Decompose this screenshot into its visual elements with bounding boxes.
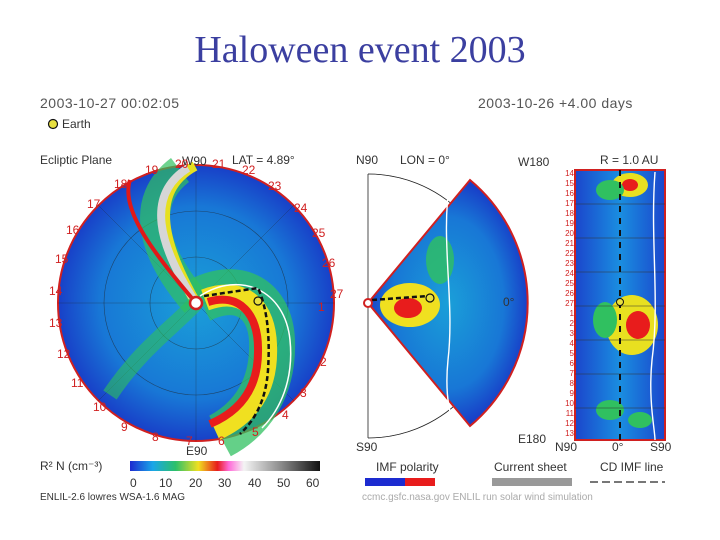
carrington-number: 8	[152, 430, 159, 444]
strip-tick-label: 16	[565, 189, 574, 198]
n90-label: N90	[356, 153, 379, 167]
strip-tick-label: 6	[569, 359, 574, 368]
carrington-number: 5	[252, 425, 259, 439]
carrington-number: 19	[145, 163, 159, 177]
colorbar-tick: 10	[159, 476, 173, 490]
ecliptic-title: Ecliptic Plane	[40, 153, 113, 167]
colorbar-tick: 20	[189, 476, 203, 490]
carrington-number: 20	[175, 157, 189, 171]
colorbar-tick: 0	[130, 476, 137, 490]
strip-tick-column: 14 15 16 17 18 19 20 21 22 23 24 25 26 27 1 2 3 4 5 6 7 8 9 10 1…	[560, 170, 574, 440]
colorbar-label: R² N (cm⁻³)	[40, 459, 103, 473]
carrington-number: 25	[312, 226, 326, 240]
strip-tick-label: 21	[565, 239, 574, 248]
strip-tick-label: 11	[565, 409, 574, 418]
carrington-number: 26	[322, 256, 336, 270]
right-timestamp: 2003-10-26 +4.00 days	[478, 95, 633, 111]
carrington-number: 21	[212, 157, 226, 171]
strip-tick-label: 1	[569, 309, 574, 318]
colorbar-tick: 40	[248, 476, 262, 490]
e180-label: E180	[518, 432, 547, 446]
strip-tick-label: 2	[569, 319, 574, 328]
strip-tick-label: 9	[569, 389, 574, 398]
colorbar-tick: 60	[306, 476, 320, 490]
cd-imf-line-label: CD IMF line	[600, 460, 664, 474]
ecliptic-plot	[57, 158, 335, 457]
left-timestamp: 2003-10-27 00:02:05	[40, 95, 180, 111]
strip-tick-label: 14	[565, 169, 574, 178]
strip-tick-label: 10	[565, 399, 574, 408]
w180-label: W180	[518, 155, 550, 169]
model-footnote: ENLIL-2.6 lowres WSA-1.6 MAG	[40, 492, 186, 503]
strip-tick-label: 26	[565, 289, 574, 298]
carrington-number: 3	[300, 386, 307, 400]
carrington-number: 6	[218, 434, 225, 448]
colorbar-tick: 50	[277, 476, 291, 490]
carrington-number: 18	[114, 177, 128, 191]
carrington-number: 14	[49, 284, 63, 298]
carrington-number: 24	[294, 201, 308, 215]
strip-tick-label: 15	[565, 179, 574, 188]
carrington-number: 2	[320, 355, 327, 369]
strip-tick-label: 24	[565, 269, 574, 278]
strip-tick-label: 13	[565, 429, 574, 438]
density-colorbar	[130, 461, 320, 471]
imf-polarity-swatch	[365, 478, 435, 486]
strip-tick-label: 27	[565, 299, 574, 308]
strip-tick-label: 25	[565, 279, 574, 288]
carrington-number: 9	[121, 420, 128, 434]
strip-tick-label: 22	[565, 249, 574, 258]
strip-tick-label: 4	[569, 339, 574, 348]
carrington-number: 16	[66, 223, 80, 237]
strip-tick-label: 5	[569, 349, 574, 358]
strip-bottom-label: 0°	[612, 440, 624, 454]
meridian-zero-label: 0°	[503, 295, 515, 309]
imf-polarity-label: IMF polarity	[376, 460, 439, 474]
meridian-plot	[363, 173, 529, 439]
e90-label: E90	[186, 444, 208, 458]
strip-bottom-label: N90	[555, 440, 578, 454]
earth-legend-label: Earth	[62, 117, 91, 131]
strip-tick-label: 12	[565, 419, 574, 428]
strip-tick-label: 8	[569, 379, 574, 388]
carrington-number: 17	[87, 197, 101, 211]
carrington-number: 11	[71, 376, 84, 390]
lat-label: LAT = 4.89°	[232, 153, 295, 167]
strip-tick-label: 18	[565, 209, 574, 218]
carrington-number: 4	[282, 408, 289, 422]
strip-tick-label: 17	[565, 199, 574, 208]
carrington-number: 13	[49, 316, 63, 330]
carrington-number: 15	[55, 252, 69, 266]
carrington-number: 10	[93, 400, 107, 414]
strip-tick-label: 20	[565, 229, 574, 238]
lon-label: LON = 0°	[400, 153, 450, 167]
carrington-number: 23	[268, 179, 282, 193]
footer-text: ccmc.gsfc.nasa.gov ENLIL run solar wind …	[362, 492, 593, 503]
colorbar-tick: 30	[218, 476, 232, 490]
w90-label: W90	[182, 154, 207, 168]
carrington-number: 27	[330, 287, 344, 301]
carrington-number: 22	[242, 163, 256, 177]
earth-marker-icon	[47, 118, 59, 130]
radial-strip-plot	[574, 169, 666, 441]
s90-label: S90	[356, 440, 378, 454]
r-label: R = 1.0 AU	[600, 153, 659, 167]
strip-tick-label: 23	[565, 259, 574, 268]
strip-tick-label: 3	[569, 329, 574, 338]
strip-bottom-label: S90	[650, 440, 672, 454]
carrington-number: 1	[318, 300, 325, 314]
current-sheet-swatch	[492, 478, 572, 486]
slide-title: Haloween event 2003	[194, 29, 526, 71]
current-sheet-label: Current sheet	[494, 460, 567, 474]
carrington-number: 7	[186, 434, 193, 448]
carrington-number: 12	[57, 347, 71, 361]
strip-tick-label: 7	[569, 369, 574, 378]
strip-tick-label: 19	[565, 219, 574, 228]
